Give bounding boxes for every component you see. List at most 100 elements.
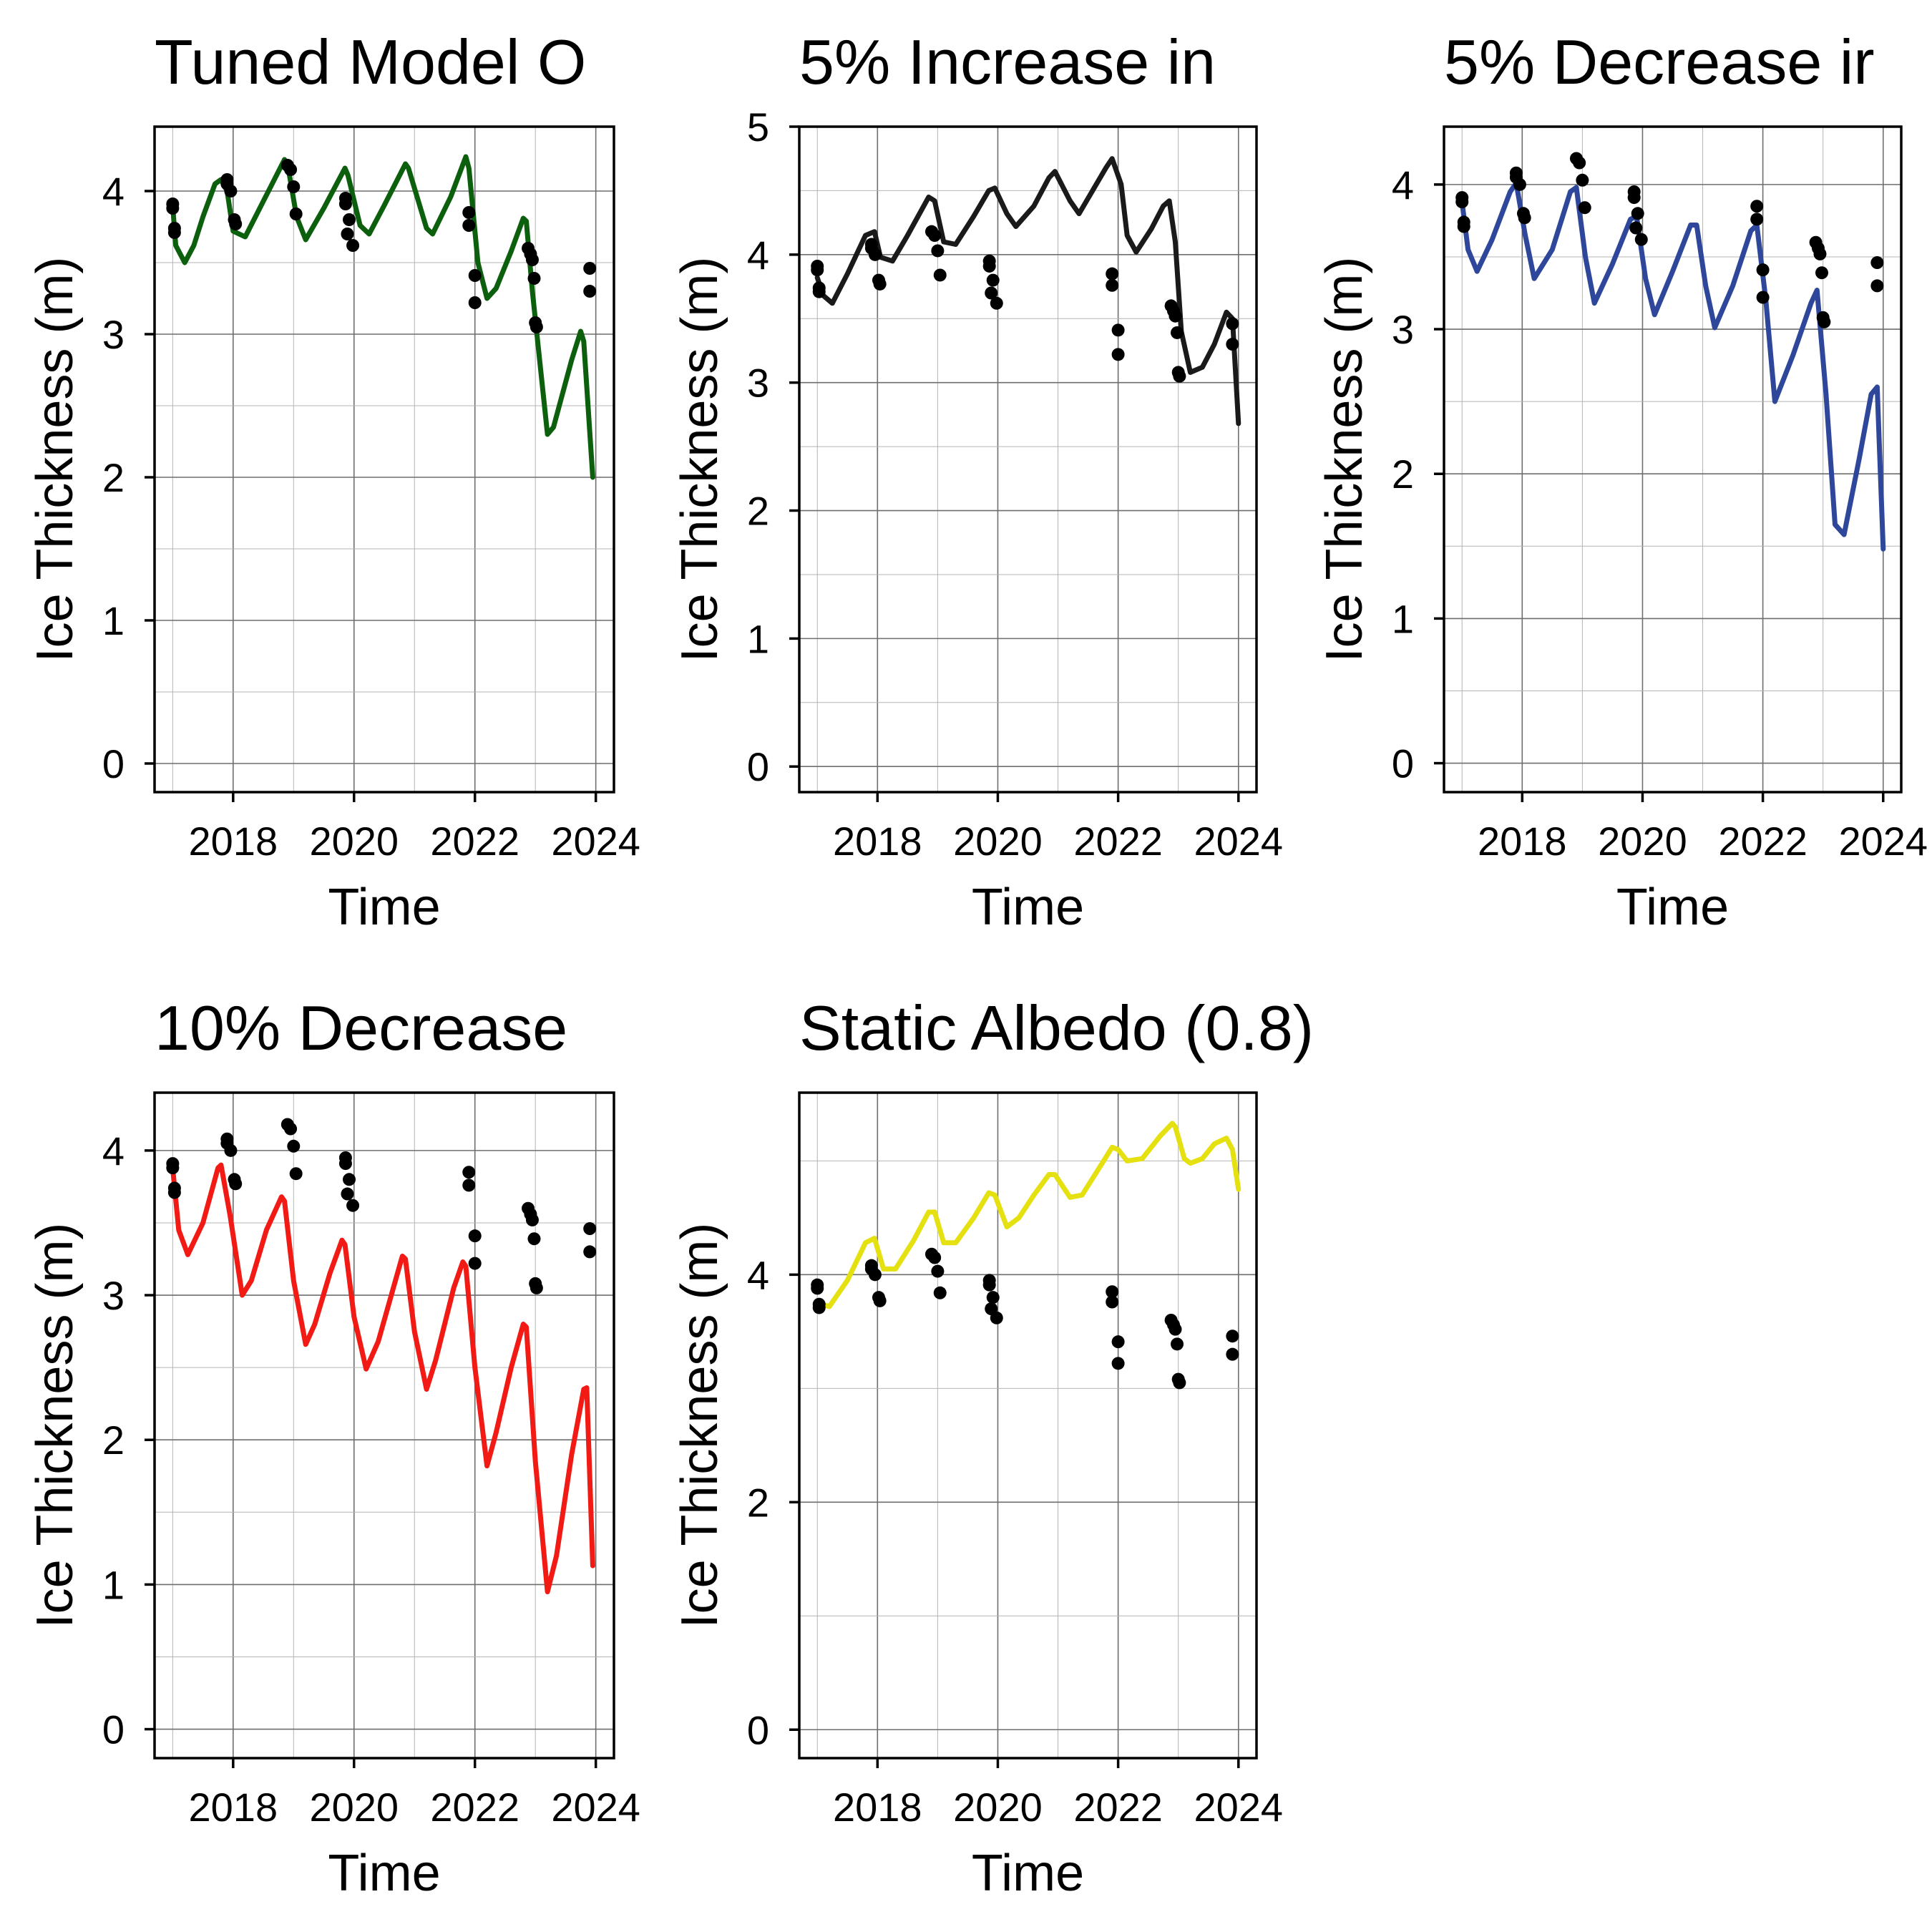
observation-point [166, 1161, 180, 1175]
observation-point [1226, 1330, 1239, 1343]
observation-point [1171, 326, 1184, 339]
observation-point [338, 197, 352, 210]
observation-point [1173, 369, 1186, 383]
observation-point [1627, 191, 1641, 205]
observation-point [289, 1167, 303, 1181]
y-tick-label: 1 [747, 616, 769, 661]
observation-point [1111, 1357, 1125, 1370]
observation-point [1629, 221, 1643, 235]
plot-frame [798, 1091, 1258, 1760]
chart-title: 5% Decrease ir [1444, 26, 1875, 97]
x-tick-label: 2024 [551, 1785, 640, 1830]
observation-point [1455, 195, 1469, 209]
x-tick-label: 2024 [1194, 1785, 1283, 1830]
y-tick-label: 0 [102, 741, 125, 786]
observation-point [1111, 348, 1125, 361]
y-axis-label: Ice Thickness (m) [26, 257, 84, 663]
x-tick-label: 2018 [189, 1785, 278, 1830]
observation-point [525, 253, 539, 266]
y-tick-label: 3 [102, 1273, 125, 1318]
gridlines [799, 1093, 1257, 1758]
x-tick-label: 2020 [309, 1785, 399, 1830]
observation-point [1578, 201, 1591, 215]
observation-point [224, 185, 238, 197]
gridlines [155, 127, 614, 792]
plot-frame [1443, 125, 1903, 794]
y-tick-label: 2 [747, 1480, 769, 1525]
observation-points [811, 1247, 1239, 1390]
observation-point [812, 285, 826, 298]
x-tick-label: 2020 [1598, 819, 1687, 864]
observation-point [346, 239, 360, 252]
observation-point [1576, 173, 1589, 187]
x-axis-label: Time [1616, 879, 1729, 936]
observation-point [530, 1281, 543, 1294]
observation-point [811, 1282, 824, 1295]
observation-point [341, 228, 354, 240]
observation-point [287, 1139, 301, 1153]
chart-panel: 2018 2020 2022 2024 0 1 2 3 4 10% Decrease Time Ice… [26, 992, 640, 1902]
x-tick-label: 2022 [430, 819, 519, 864]
y-axis-label: Ice Thickness (m) [26, 1223, 84, 1629]
observation-point [1870, 256, 1884, 270]
x-tick-label: 2022 [1718, 819, 1807, 864]
y-tick-label: 2 [1392, 452, 1414, 497]
observation-point [933, 268, 947, 282]
observation-point [1169, 1322, 1182, 1336]
observation-point [462, 1166, 476, 1179]
y-tick-label: 1 [102, 1562, 125, 1607]
series-line [814, 1121, 1241, 1309]
observation-point [525, 1213, 539, 1226]
observation-point [1106, 278, 1119, 292]
x-tick-label: 2020 [309, 819, 399, 864]
observation-point [468, 269, 482, 282]
observation-point [1870, 279, 1884, 293]
x-tick-label: 2018 [1478, 819, 1567, 864]
y-tick-label: 0 [747, 1707, 769, 1752]
observation-points [166, 159, 597, 333]
y-axis-label: Ice Thickness (m) [671, 257, 728, 663]
y-tick-label: 2 [102, 1418, 125, 1463]
gridlines [155, 1093, 614, 1758]
observation-point [289, 208, 303, 220]
x-axis-label: Time [328, 1845, 440, 1902]
observation-point [1634, 233, 1648, 246]
observation-point [338, 1157, 352, 1171]
observation-point [990, 296, 1003, 310]
observation-point [1631, 207, 1644, 220]
x-tick-label: 2018 [833, 819, 922, 864]
x-axis-label: Time [328, 879, 440, 936]
plot-frame [153, 1091, 615, 1760]
observation-point [346, 1199, 360, 1212]
x-axis-label: Time [972, 1845, 1084, 1902]
observation-point [1813, 247, 1827, 260]
chart-title: 5% Increase in [799, 26, 1216, 97]
y-tick-label: 4 [747, 233, 769, 278]
series-line [170, 1162, 595, 1594]
observation-point [868, 248, 882, 261]
observation-point [530, 321, 543, 333]
y-tick-label: 3 [747, 361, 769, 406]
x-tick-label: 2018 [189, 819, 278, 864]
observation-point [1171, 1337, 1184, 1351]
observation-point [341, 1187, 354, 1201]
x-tick-label: 2020 [953, 1785, 1043, 1830]
observation-point [1111, 1335, 1125, 1349]
observation-point [167, 1186, 181, 1199]
x-tick-label: 2022 [1073, 1785, 1163, 1830]
observation-point [931, 1264, 945, 1278]
plot-frame [798, 125, 1258, 794]
observation-point [812, 1301, 826, 1314]
series-line [814, 156, 1241, 426]
chart-panel: 2018 2020 2022 2024 0 1 2 3 4 Tuned Model O Time Ic… [26, 26, 640, 936]
observation-point [284, 1122, 298, 1136]
observation-point [229, 218, 243, 230]
observation-point [1750, 200, 1764, 213]
y-tick-label: 2 [102, 455, 125, 500]
y-tick-label: 1 [102, 598, 125, 643]
gridlines [799, 126, 1257, 792]
observation-point [986, 1291, 1000, 1304]
observation-point [1756, 263, 1770, 277]
y-tick-label: 0 [747, 744, 769, 789]
observation-point [985, 286, 998, 300]
